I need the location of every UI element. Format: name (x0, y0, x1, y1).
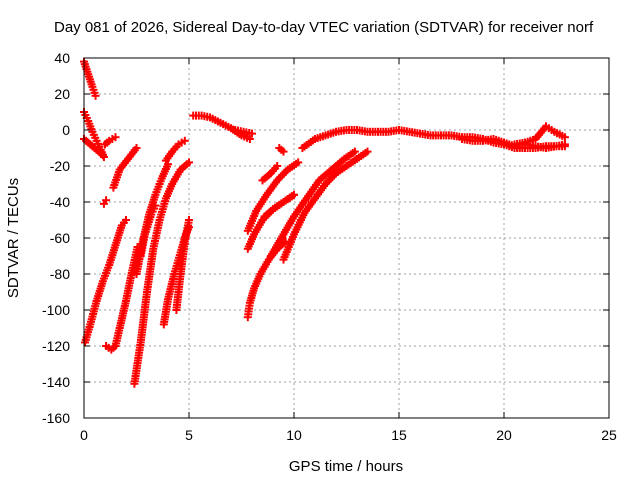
series-arc-7 (81, 216, 130, 347)
series-arc-3 (80, 135, 107, 160)
axis-ticks: 0 5 10 15 20 25 40 20 0 -20 -40 -60 -80 -100 -120 -140 -… (42, 50, 617, 443)
y-tick-label: 20 (54, 86, 70, 102)
data-point (91, 91, 100, 100)
series-arc-19 (243, 158, 303, 235)
data-point (122, 216, 130, 224)
data-point (98, 151, 107, 160)
grid-lines (84, 58, 609, 418)
data-point (279, 147, 288, 156)
data-point (180, 136, 189, 145)
series-arc-22 (279, 147, 372, 264)
y-tick-label: -160 (42, 410, 70, 426)
x-tick-label: 25 (601, 427, 617, 443)
series-arc-8 (102, 243, 142, 354)
series-arc-6 (109, 144, 141, 192)
x-tick-label: 0 (80, 427, 88, 443)
y-tick-label: -20 (50, 158, 70, 174)
series-arc-15 (189, 111, 254, 143)
data-point (273, 162, 282, 170)
series-arc-30 (542, 122, 569, 142)
y-tick-label: -40 (50, 194, 70, 210)
y-tick-label: -60 (50, 230, 70, 246)
y-axis-title: SDTVAR / TECUs (5, 178, 22, 298)
series-arc-20 (258, 162, 282, 185)
x-tick-label: 5 (185, 427, 193, 443)
data-point (363, 147, 372, 156)
series-arc-23 (266, 147, 359, 260)
series-arc-24 (275, 144, 288, 156)
x-tick-label: 20 (496, 427, 512, 443)
series-arc-25 (298, 126, 403, 152)
data-point (350, 147, 359, 156)
data-points (80, 57, 569, 388)
data-point (294, 158, 303, 167)
y-tick-label: -80 (50, 266, 70, 282)
chart-title: Day 081 of 2026, Sidereal Day-to-day VTE… (54, 19, 594, 36)
data-point (185, 216, 193, 224)
data-point (132, 144, 141, 152)
series-arc-9 (130, 158, 193, 388)
data-point (290, 190, 298, 199)
series-arc-11 (136, 201, 160, 260)
series-arc-12 (161, 136, 189, 165)
series-arc-4 (101, 133, 120, 149)
data-point (185, 158, 193, 167)
data-point (151, 201, 160, 210)
data-point (248, 129, 256, 138)
y-tick-label: 40 (54, 50, 70, 66)
data-point (102, 196, 111, 205)
series-arc-5 (99, 196, 111, 208)
series-arc-29 (521, 140, 569, 152)
x-tick-label: 10 (286, 427, 302, 443)
data-point (560, 142, 569, 151)
y-tick-label: -120 (42, 338, 70, 354)
x-axis-title: GPS time / hours (289, 458, 403, 475)
series-arc-1 (80, 57, 100, 100)
series-arc-17 (243, 237, 290, 322)
data-point (560, 133, 569, 142)
series-arc-21 (260, 190, 298, 221)
series-arc-14 (172, 216, 193, 314)
y-tick-label: 0 (62, 122, 70, 138)
y-tick-label: -140 (42, 374, 70, 390)
plot-frame (83, 57, 610, 419)
x-tick-label: 15 (391, 427, 407, 443)
series-arc-16 (231, 126, 256, 138)
y-tick-label: -100 (42, 302, 70, 318)
data-point (111, 133, 120, 142)
